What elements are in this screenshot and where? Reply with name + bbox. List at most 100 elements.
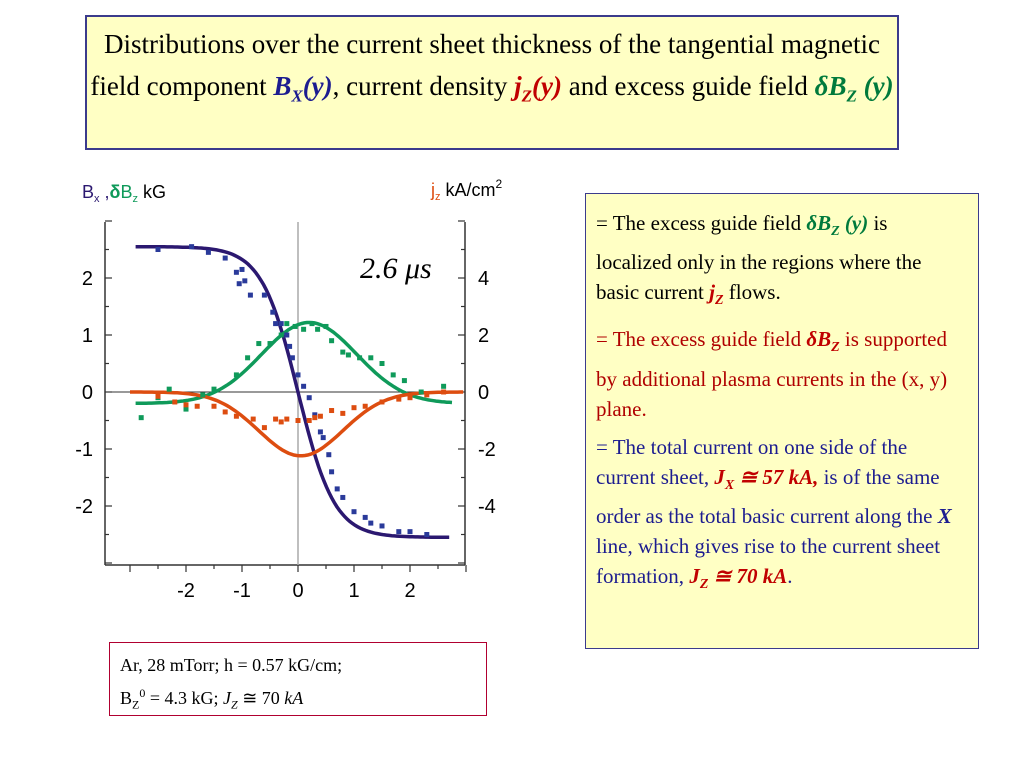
right-label-unit: kA/cm	[441, 180, 496, 200]
title-dbz-letter: δB	[814, 71, 847, 101]
left-axis-label: Bx ,δBz kG	[82, 182, 166, 205]
profile-chart: Bx ,δBz kG jz kA/cm2 2.6 μs -2-1012-4-20…	[75, 177, 502, 602]
data-point-dbz	[441, 383, 447, 389]
data-point-dbz	[301, 326, 307, 332]
data-point-bx	[284, 332, 290, 338]
data-point-bx	[270, 309, 276, 315]
data-point-bx	[155, 247, 161, 252]
data-point-dbz	[278, 332, 284, 338]
title-bx-letter: B	[273, 71, 292, 101]
info-1-dbz-sub: Z	[831, 224, 840, 240]
data-point-jz	[250, 416, 256, 422]
data-point-bx	[312, 412, 318, 418]
info-2-dbz-letter: δB	[806, 327, 832, 352]
cond-b-sup: 0	[139, 686, 146, 700]
title-jz-arg: (y)	[532, 71, 562, 101]
info-point-2: = The excess guide field δBZ is supporte…	[596, 324, 968, 423]
data-point-dbz	[345, 352, 351, 358]
info-3-x-line: X	[937, 503, 952, 528]
right-tick-label: 2	[478, 325, 489, 347]
cond-j: J	[223, 688, 232, 708]
data-point-dbz	[340, 349, 346, 355]
data-point-bx	[222, 255, 228, 261]
cond-b-sub: Z	[132, 697, 140, 712]
conditions-line-1: Ar, 28 mTorr; h = 0.57 kG/cm;	[120, 655, 343, 675]
info-bullet-1: =	[596, 211, 613, 235]
data-point-jz	[284, 416, 290, 422]
data-point-jz	[317, 413, 323, 419]
data-point-dbz	[256, 341, 262, 347]
data-point-jz	[340, 410, 346, 416]
title-text-1: Distributions over the current sheet thi…	[90, 29, 881, 101]
data-point-jz	[295, 418, 301, 423]
data-point-jz	[379, 399, 385, 405]
title-text-3: and excess guide field	[561, 71, 815, 101]
left-tick-label: 1	[82, 325, 93, 347]
left-label-comma: ,	[100, 182, 110, 202]
data-point-jz	[424, 392, 430, 398]
data-point-dbz	[267, 341, 273, 347]
info-1-jz-sub: Z	[714, 293, 724, 309]
info-bullet-3: =	[596, 434, 613, 459]
data-point-bx	[295, 372, 301, 378]
data-point-bx	[189, 244, 195, 250]
info-1-text-b: is localized only in the regions where t…	[596, 211, 922, 305]
data-point-dbz	[245, 355, 251, 361]
data-point-bx	[320, 435, 326, 441]
data-point-jz	[329, 408, 335, 414]
data-point-bx	[242, 278, 248, 284]
right-tick-label: 0	[478, 382, 489, 404]
info-2-dbz-sub: Z	[831, 340, 840, 356]
cond-j-unit: kA	[284, 688, 304, 708]
right-tick-label: 4	[478, 268, 489, 290]
data-point-dbz	[309, 321, 315, 327]
cond-b-value: = 4.3 kG;	[145, 688, 224, 708]
title-dbz-arg: (y)	[856, 71, 894, 101]
cond-j-value: ≅ 70	[237, 688, 285, 708]
info-3-text-b: is of the same order as the total basic …	[596, 464, 940, 528]
info-1-dbz: δBZ (y)	[806, 211, 868, 239]
time-annotation: 2.6 μs	[360, 252, 432, 285]
data-point-jz	[261, 425, 267, 431]
left-tick-label: 2	[82, 268, 93, 290]
conditions-line-2: BZ0 = 4.3 kG; JZ ≅ 70 kA	[120, 679, 476, 719]
data-point-bx	[247, 292, 253, 298]
data-point-dbz	[183, 406, 189, 412]
title-jz-sub: Z	[521, 86, 533, 106]
data-point-jz	[441, 389, 447, 395]
info-1-text-c: flows.	[723, 280, 781, 305]
title-bx-arg: (y)	[302, 71, 333, 101]
right-label-j: j	[430, 180, 435, 200]
cond-j-sub: Z	[231, 697, 238, 712]
data-point-jz	[233, 413, 239, 419]
data-point-bx	[334, 486, 340, 492]
info-3-text-c: line, which gives rise to the current sh…	[596, 533, 941, 588]
info-point-3: = The total current on one side of the c…	[596, 432, 968, 600]
data-point-jz	[278, 419, 284, 425]
data-point-dbz	[401, 378, 407, 384]
data-point-bx	[239, 266, 245, 272]
info-point-1: = The excess guide field δBZ (y) is loca…	[596, 208, 968, 316]
data-point-dbz	[166, 386, 172, 392]
data-point-jz	[351, 405, 357, 411]
x-tick-label: 1	[348, 580, 359, 602]
left-tick-label: -1	[75, 439, 93, 461]
fit-curve-dbz	[135, 320, 453, 406]
title-bx-sub: X	[291, 86, 303, 106]
data-point-bx	[278, 321, 284, 327]
left-label-b: B	[82, 182, 94, 202]
info-3-jz-letter: J	[689, 563, 700, 588]
info-3-jz: JZ ≅ 70 kA	[689, 563, 787, 592]
data-point-jz	[312, 415, 318, 421]
x-tick-label: 0	[292, 580, 303, 602]
data-point-bx	[317, 429, 323, 435]
info-3-jx-value: ≅ 57 kA,	[734, 464, 819, 489]
data-point-bx	[306, 395, 312, 401]
info-2-dbz: δBZ	[806, 327, 839, 355]
data-point-bx	[273, 321, 279, 327]
info-1-dbz-letter: δB	[806, 211, 832, 235]
left-label-b2: B	[120, 182, 132, 202]
fit-curve-bx	[135, 244, 450, 540]
data-point-bx	[340, 494, 346, 500]
info-1-jz: jZ	[709, 280, 723, 308]
